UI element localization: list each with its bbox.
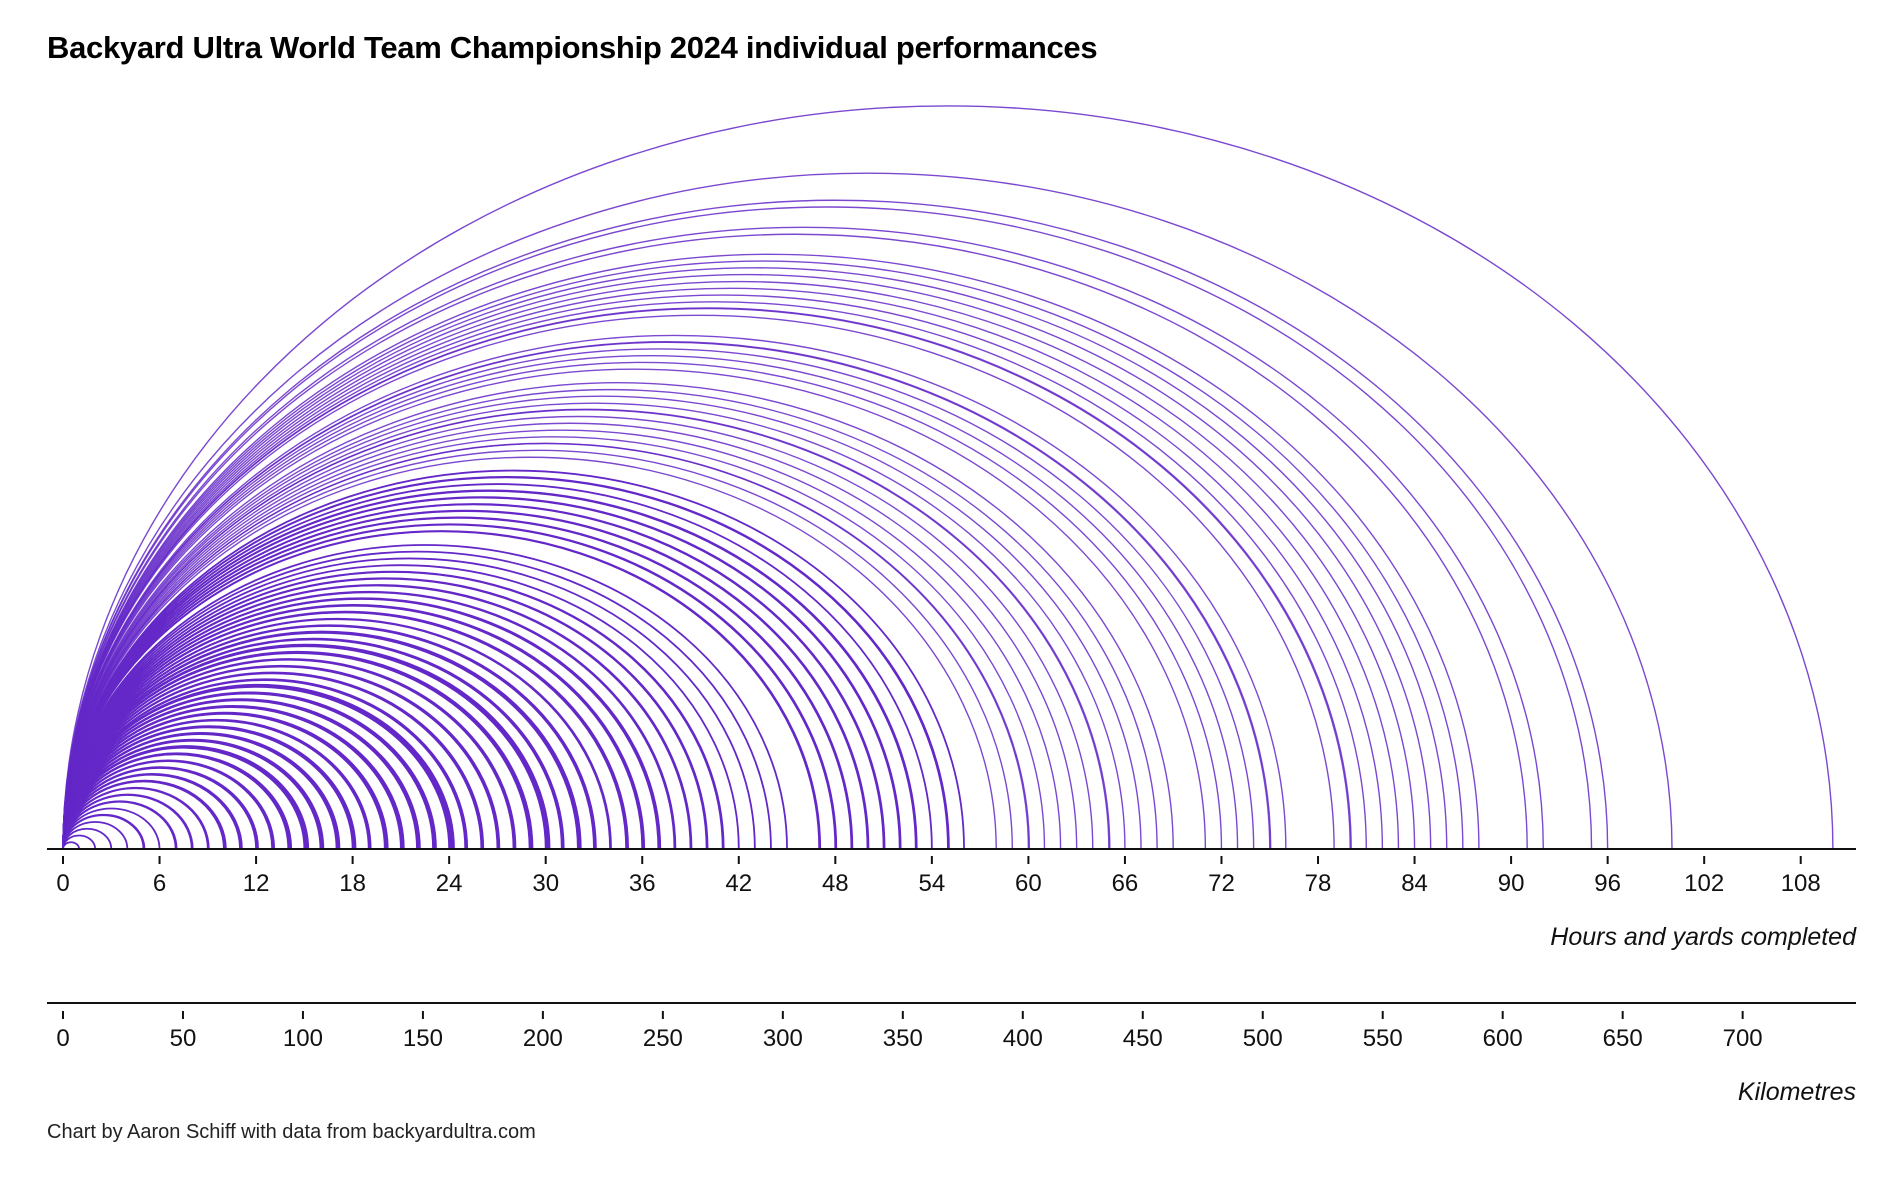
runner-arc — [62, 483, 933, 850]
runner-arc — [62, 172, 1673, 850]
km-tick-label: 700 — [1723, 1025, 1763, 1052]
runner-arc — [62, 571, 725, 850]
runner-arc — [62, 436, 1046, 850]
km-tick-label: 600 — [1483, 1025, 1523, 1052]
arcs-group — [62, 105, 1834, 850]
km-tick-label: 50 — [170, 1025, 197, 1052]
runner-arc — [62, 105, 1834, 850]
runner-arc — [62, 273, 1432, 850]
runner-arc — [62, 294, 1384, 850]
runner-arc — [62, 226, 1544, 850]
runner-arc — [62, 510, 870, 850]
runner-arc — [62, 388, 1158, 850]
x-tick-label: 78 — [1305, 870, 1332, 897]
x-tick-label: 42 — [725, 870, 752, 897]
x-tick-label: 84 — [1401, 870, 1428, 897]
runner-arc — [62, 260, 1464, 850]
km-tick-label: 400 — [1003, 1025, 1043, 1052]
runner-arc — [62, 395, 1142, 850]
runner-arc — [62, 584, 693, 850]
km-tick-label: 0 — [56, 1025, 69, 1052]
km-axis: 0 50 100 150 200 250 300 350 400 450 500 550 600 650 7… — [47, 1002, 1856, 1052]
km-tick-label: 550 — [1363, 1025, 1403, 1052]
x-tick-label: 6 — [153, 870, 166, 897]
runner-arc — [62, 199, 1609, 850]
x-tick-label: 0 — [56, 870, 69, 897]
km-tick-label: 150 — [403, 1025, 443, 1052]
runner-arc — [62, 618, 612, 850]
x-tick-label: 36 — [629, 870, 656, 897]
km-tick-label: 350 — [883, 1025, 923, 1052]
chart-title: Backyard Ultra World Team Championship 2… — [47, 30, 1098, 65]
x-tick-label: 66 — [1112, 870, 1139, 897]
x-tick-label: 96 — [1594, 870, 1621, 897]
runner-arc — [62, 408, 1111, 850]
runner-arc — [62, 361, 1223, 850]
runner-arc — [62, 456, 997, 850]
runner-arc — [62, 530, 822, 850]
runner-arc — [62, 490, 918, 850]
runner-arc — [62, 415, 1094, 850]
x-tick-label: 30 — [532, 870, 559, 897]
runner-arc — [62, 402, 1126, 850]
runner-arc — [62, 591, 677, 850]
hours-axis: 0 6 12 18 24 30 36 42 48 54 60 66 72 78 84 90 96 102 108 — [47, 848, 1856, 897]
runner-arc — [62, 368, 1207, 850]
runner-arc — [62, 280, 1416, 850]
runner-arc — [62, 307, 1352, 850]
runner-arc — [62, 496, 902, 850]
runner-arc — [62, 543, 788, 850]
km-tick-label: 650 — [1603, 1025, 1643, 1052]
runner-arc — [62, 503, 886, 850]
runner-arc — [62, 476, 950, 850]
runner-arc — [62, 287, 1400, 850]
runner-arc — [62, 449, 1014, 850]
runner-arc — [62, 253, 1480, 850]
runner-arc — [62, 523, 838, 850]
x-tick-label: 24 — [436, 870, 463, 897]
runner-arc — [62, 800, 178, 850]
x-tick-label: 108 — [1781, 870, 1821, 897]
x-tick-label: 18 — [339, 870, 366, 897]
runner-arc — [62, 422, 1078, 850]
x-tick-label: 54 — [919, 870, 946, 897]
km-tick-label: 250 — [643, 1025, 683, 1052]
runner-arc — [62, 550, 772, 850]
runner-arc — [62, 429, 1062, 850]
x-tick-label: 12 — [243, 870, 270, 897]
km-tick-label: 100 — [283, 1025, 323, 1052]
km-tick-label: 200 — [523, 1025, 563, 1052]
km-axis-title: Kilometres — [1738, 1078, 1856, 1106]
runner-arc — [62, 314, 1335, 850]
runner-arc — [62, 469, 965, 850]
runner-arc — [62, 354, 1239, 850]
source-note: Chart by Aaron Schiff with data from bac… — [47, 1121, 536, 1143]
runner-arc — [62, 442, 1031, 850]
runner-arc — [62, 233, 1528, 850]
runner-arc — [62, 300, 1367, 850]
x-tick-label: 90 — [1498, 870, 1525, 897]
runner-arc — [62, 341, 1272, 850]
runner-arc — [62, 206, 1593, 850]
runner-arc — [62, 348, 1255, 850]
runner-arc — [62, 382, 1174, 850]
runner-arc — [62, 793, 194, 850]
x-tick-label: 48 — [822, 870, 849, 897]
runner-arc — [62, 334, 1287, 850]
runner-arc — [62, 564, 740, 850]
runner-arc — [62, 577, 709, 850]
km-tick-label: 500 — [1243, 1025, 1283, 1052]
x-axis-title: Hours and yards completed — [1550, 923, 1857, 951]
runner-arc — [62, 557, 756, 850]
runner-arc — [62, 267, 1448, 850]
runner-arc — [62, 517, 854, 850]
km-tick-label: 300 — [763, 1025, 803, 1052]
x-tick-label: 102 — [1684, 870, 1724, 897]
x-tick-label: 72 — [1208, 870, 1235, 897]
km-tick-label: 450 — [1123, 1025, 1163, 1052]
x-tick-label: 60 — [1015, 870, 1042, 897]
